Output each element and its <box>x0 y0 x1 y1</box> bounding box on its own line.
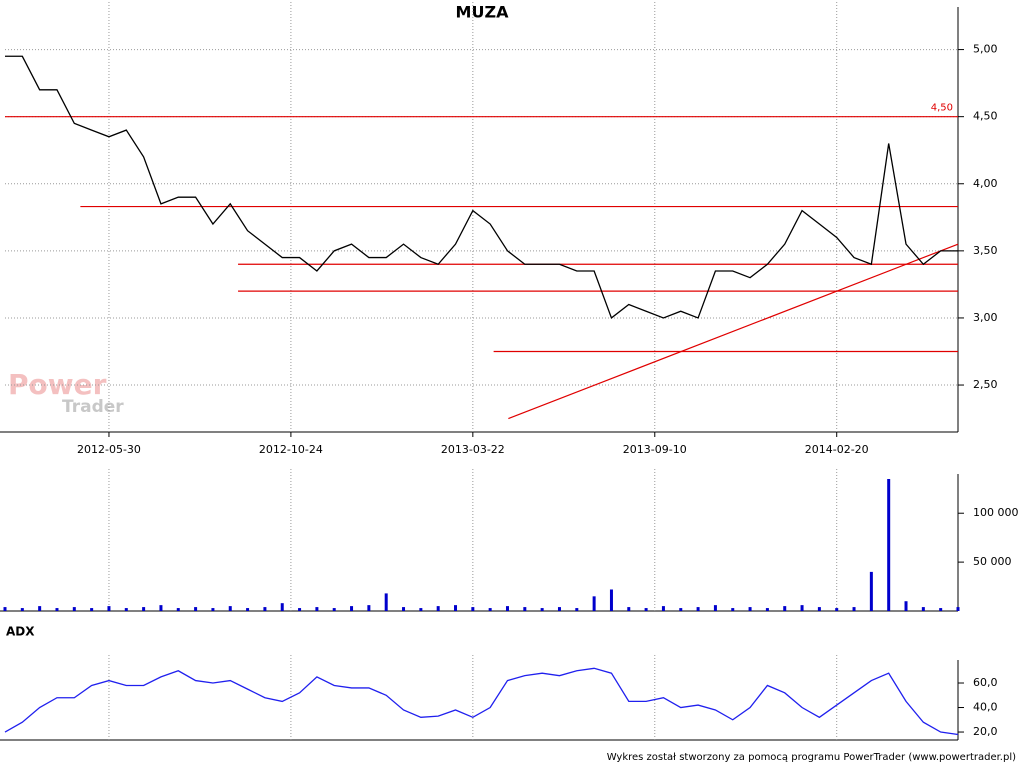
price-line <box>4 667 959 736</box>
volume-bar <box>679 608 683 611</box>
y-tick-label: 3,00 <box>973 311 998 324</box>
volume-bar <box>454 605 458 611</box>
volume-bar <box>921 607 925 611</box>
volume-bar <box>142 607 146 611</box>
volume-bar <box>505 606 509 611</box>
volume-bar <box>211 608 215 611</box>
price-line <box>5 55 958 319</box>
volume-bar <box>72 607 76 611</box>
volume-bar <box>557 607 561 611</box>
volume-bar <box>696 607 700 611</box>
volume-bar <box>332 608 336 611</box>
volume-bar <box>176 608 180 611</box>
volume-bar <box>765 608 769 611</box>
volume-bar <box>419 608 423 611</box>
volume-bar <box>20 608 24 611</box>
y-tick-label: 40,0 <box>973 701 998 714</box>
volume-bar <box>436 606 440 611</box>
x-tick-label: 2014-02-20 <box>805 443 869 456</box>
volume-bar <box>956 607 960 611</box>
volume-bar <box>124 608 128 611</box>
level-label: 4,50 <box>931 103 953 114</box>
volume-bar <box>367 605 371 611</box>
volume-bar <box>488 608 492 611</box>
y-tick-label: 50 000 <box>973 555 1012 568</box>
volume-bar <box>471 607 475 611</box>
y-tick-label: 60,0 <box>973 676 998 689</box>
volume-bar <box>661 606 665 611</box>
volume-bar <box>627 607 631 611</box>
volume-bar <box>384 593 388 611</box>
volume-bar <box>609 589 613 611</box>
volume-bar <box>3 607 7 611</box>
volume-bar <box>852 607 856 611</box>
volume-bar <box>713 605 717 611</box>
volume-bar <box>887 479 891 611</box>
volume-bar <box>835 608 839 611</box>
footer: Wykres został stworzony za pomocą progra… <box>607 752 1016 763</box>
volume-bar <box>159 605 163 611</box>
volume-bar <box>246 608 250 611</box>
volume-bar <box>523 607 527 611</box>
volume-bar <box>644 608 648 611</box>
volume-bar <box>194 607 198 611</box>
volume-bar <box>350 606 354 611</box>
y-tick-label: 20,0 <box>973 725 998 738</box>
watermark: Trader <box>62 397 124 417</box>
volume-bar <box>817 607 821 611</box>
volume-bar <box>298 608 302 611</box>
volume-bar <box>228 606 232 611</box>
volume-bar <box>263 607 267 611</box>
volume-bar <box>783 606 787 611</box>
volume-bar <box>748 607 752 611</box>
volume-bar <box>800 605 804 611</box>
y-tick-label: 4,00 <box>973 177 998 190</box>
volume-bar <box>869 571 873 611</box>
volume-bar <box>592 596 596 611</box>
volume-bar <box>107 606 111 611</box>
x-tick-label: 2012-10-24 <box>259 443 323 456</box>
x-tick-label: 2013-09-10 <box>623 443 687 456</box>
volume-bar <box>402 607 406 611</box>
volume-bar <box>315 607 319 611</box>
volume-bar <box>280 603 284 611</box>
volume-bar <box>731 608 735 611</box>
volume-bar <box>90 608 94 611</box>
y-tick-label: 3,50 <box>973 244 998 257</box>
y-tick-label: 2,50 <box>973 378 998 391</box>
volume-bar <box>939 608 943 611</box>
y-tick-label: 5,00 <box>973 43 998 56</box>
y-tick-label: 4,50 <box>973 110 998 123</box>
x-tick-label: 2013-03-22 <box>441 443 505 456</box>
volume-bar <box>904 601 908 611</box>
volume-bar <box>38 606 42 611</box>
chart-title: MUZA <box>456 3 510 22</box>
panel-title: ADX <box>6 625 35 639</box>
volume-bar <box>540 608 544 611</box>
volume-bar <box>575 608 579 611</box>
watermark: Power <box>8 368 107 401</box>
level-line <box>508 243 959 420</box>
y-tick-label: 100 000 <box>973 506 1019 519</box>
volume-bar <box>55 608 59 611</box>
x-tick-label: 2012-05-30 <box>77 443 141 456</box>
